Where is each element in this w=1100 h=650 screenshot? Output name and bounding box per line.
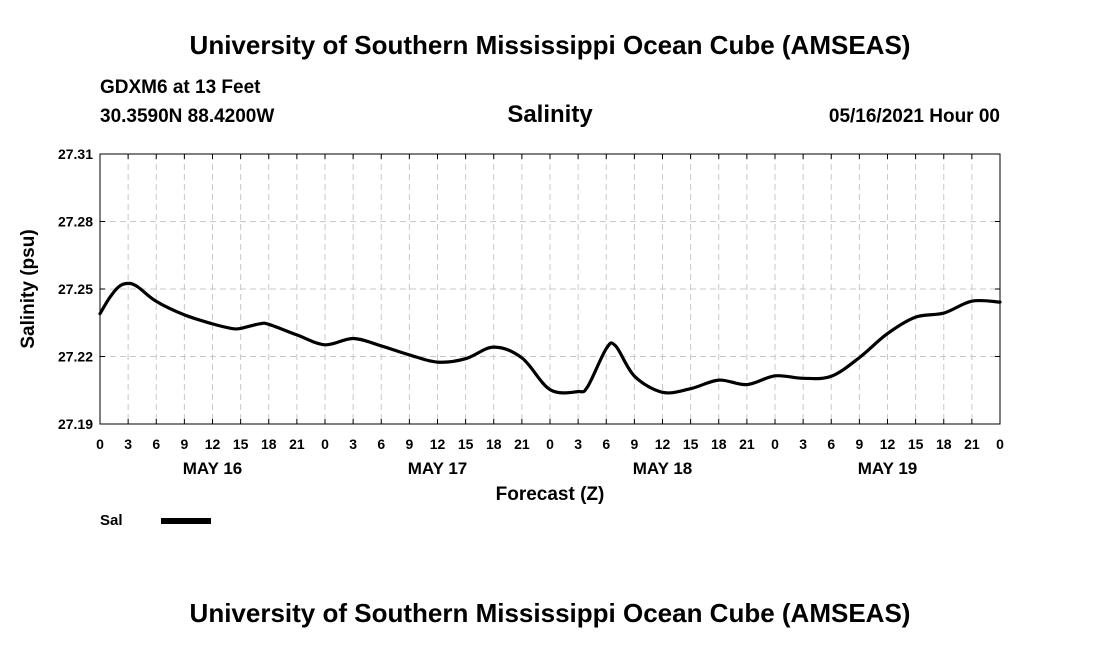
x-tick-label: 18 — [486, 436, 502, 452]
x-tick-label: 0 — [546, 436, 554, 452]
x-tick-label: 21 — [739, 436, 755, 452]
y-tick-label: 27.19 — [58, 416, 93, 432]
x-tick-label: 18 — [261, 436, 277, 452]
x-tick-label: 3 — [799, 436, 807, 452]
y-tick-label: 27.28 — [58, 214, 93, 230]
x-tick-label: 3 — [349, 436, 357, 452]
x-tick-label: 21 — [514, 436, 530, 452]
x-tick-label: 3 — [124, 436, 132, 452]
x-tick-label: 12 — [430, 436, 446, 452]
x-tick-label: 9 — [630, 436, 638, 452]
x-tick-label: 3 — [574, 436, 582, 452]
series-line-sal — [98, 281, 1002, 395]
legend-label: Sal — [100, 512, 123, 529]
x-tick-label: 6 — [152, 436, 160, 452]
x-tick-label: 6 — [377, 436, 385, 452]
x-tick-label: 0 — [996, 436, 1004, 452]
day-label: MAY 18 — [633, 459, 693, 478]
x-tick-label: 12 — [655, 436, 671, 452]
x-tick-label: 0 — [771, 436, 779, 452]
x-tick-label: 15 — [458, 436, 474, 452]
x-tick-label: 6 — [827, 436, 835, 452]
x-tick-label: 9 — [180, 436, 188, 452]
day-label: MAY 16 — [183, 459, 243, 478]
x-tick-label: 9 — [405, 436, 413, 452]
station-coordinates: 30.3590N 88.4200W — [100, 106, 275, 127]
x-tick-label: 15 — [233, 436, 249, 452]
y-tick-label: 27.31 — [58, 146, 93, 162]
forecast-datetime: 05/16/2021 Hour 00 — [828, 106, 1000, 127]
x-tick-label: 21 — [964, 436, 980, 452]
y-tick-label: 27.25 — [58, 281, 93, 297]
station-label: GDXM6 at 13 Feet — [100, 77, 261, 98]
x-tick-label: 12 — [880, 436, 896, 452]
x-tick-label: 0 — [321, 436, 329, 452]
x-tick-label: 0 — [96, 436, 104, 452]
chart-title: Salinity — [507, 101, 593, 128]
x-tick-label: 6 — [602, 436, 610, 452]
x-tick-label: 18 — [711, 436, 727, 452]
x-tick-label: 12 — [205, 436, 221, 452]
x-tick-label: 18 — [936, 436, 952, 452]
x-tick-label: 9 — [855, 436, 863, 452]
day-label: MAY 17 — [408, 459, 468, 478]
y-tick-label: 27.22 — [58, 349, 93, 365]
x-tick-label: 21 — [289, 436, 305, 452]
day-label: MAY 19 — [858, 459, 918, 478]
x-tick-label: 15 — [908, 436, 924, 452]
main-title: University of Southern Mississippi Ocean… — [189, 30, 911, 60]
footer-title: University of Southern Mississippi Ocean… — [189, 598, 911, 628]
y-axis-label: Salinity (psu) — [18, 229, 39, 348]
x-tick-label: 15 — [683, 436, 699, 452]
x-axis-label: Forecast (Z) — [496, 484, 605, 505]
